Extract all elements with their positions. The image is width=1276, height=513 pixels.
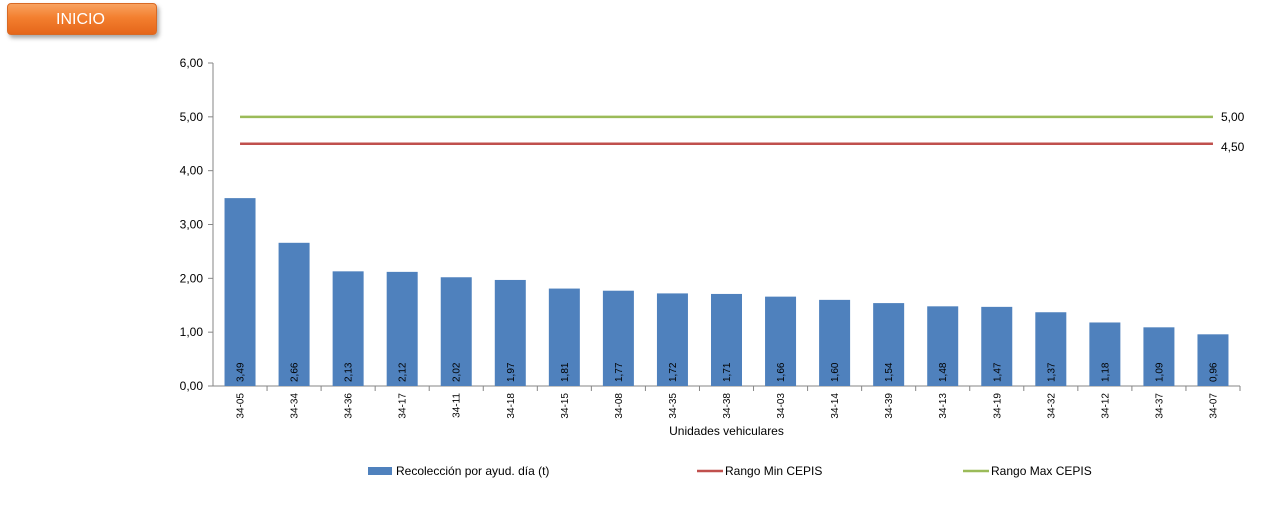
y-tick-label: 6,00 [180,56,204,70]
y-tick-label: 5,00 [180,110,204,124]
bar [1035,312,1067,386]
bar-data-label: 1,66 [776,362,787,382]
bar-data-label: 1,54 [884,362,895,382]
bar [494,279,526,386]
bar-data-label: 1,71 [722,362,733,382]
reference-line-label: 4,50 [1221,140,1245,154]
inicio-button[interactable]: INICIO [7,3,157,35]
bar-data-label: 1,97 [506,362,517,382]
x-tick-label: 34-11 [452,393,463,418]
x-tick-label: 34-05 [236,393,247,419]
y-tick-label: 1,00 [180,325,204,339]
bar [386,271,418,386]
bar-data-label: 0,96 [1208,362,1219,382]
x-axis-title: Unidades vehiculares [669,424,784,438]
bar [1143,327,1175,386]
bar [602,290,634,386]
x-tick-label: 34-03 [776,393,787,419]
x-tick-label: 34-38 [722,393,733,419]
legend-label: Rango Max CEPIS [991,464,1092,478]
chart-legend: Recolección por ayud. día (t) Rango Min C… [368,464,1092,478]
bar [548,288,580,386]
y-tick-label: 2,00 [180,271,204,285]
legend-label: Recolección por ayud. día (t) [396,464,549,478]
bar-data-label: 1,18 [1100,362,1111,382]
bar-data-label: 1,48 [938,362,949,382]
x-tick-label: 34-39 [884,393,895,419]
bar [656,293,688,386]
bar-data-label: 3,49 [236,362,247,382]
bar [1089,322,1121,386]
y-tick-label: 3,00 [180,218,204,232]
bar [873,303,905,386]
bar [1197,334,1229,386]
bar [981,306,1013,386]
x-tick-label: 34-36 [344,393,355,419]
bar-data-label: 2,02 [452,362,463,382]
x-tick-label: 34-14 [830,393,841,419]
bar-data-label: 1,60 [830,362,841,382]
x-tick-label: 34-15 [560,393,571,419]
chart-axes: 0,00 1,00 2,00 3,00 4,00 5,00 6,00 34-05 34-34 34… [180,56,1241,438]
legend-swatch [368,467,392,475]
bar-data-label: 1,81 [560,362,571,382]
bar [927,306,959,386]
bar [711,293,742,386]
bar [224,198,256,386]
x-tick-label: 34-37 [1154,393,1165,419]
x-tick-label: 34-19 [992,393,1003,419]
bar-data-label: 1,37 [1046,362,1057,382]
x-tick-label: 34-35 [668,393,679,419]
bar [440,277,472,386]
chart-reference-lines: 4,50 5,00 [240,110,1245,154]
bar [765,296,797,386]
chart-bars: 3,49 2,66 2,13 2,12 2,02 1,97 1,81 1,77 1,72 1,71… [224,198,1229,386]
x-tick-label: 34-12 [1100,393,1111,419]
bar-data-label: 1,72 [668,362,679,382]
x-tick-label: 34-07 [1208,393,1219,419]
legend-label: Rango Min CEPIS [725,464,822,478]
bar-data-label: 2,12 [398,362,409,382]
bar-data-label: 1,47 [992,362,1003,382]
bar-data-label: 1,77 [614,362,625,382]
x-tick-label: 34-18 [506,393,517,419]
y-tick-label: 0,00 [180,379,204,393]
x-tick-label: 34-17 [398,393,409,419]
bar [332,271,364,386]
x-tick-label: 34-32 [1046,393,1057,419]
bar [819,299,851,386]
y-tick-label: 4,00 [180,164,204,178]
x-tick-label: 34-34 [290,393,301,419]
bar-data-label: 2,13 [344,362,355,382]
x-tick-label: 34-13 [938,393,949,419]
bar-data-label: 1,09 [1154,362,1165,382]
bar-data-label: 2,66 [290,362,301,382]
x-tick-label: 34-08 [614,393,625,419]
reference-line-label: 5,00 [1221,110,1245,124]
bar [278,242,310,386]
